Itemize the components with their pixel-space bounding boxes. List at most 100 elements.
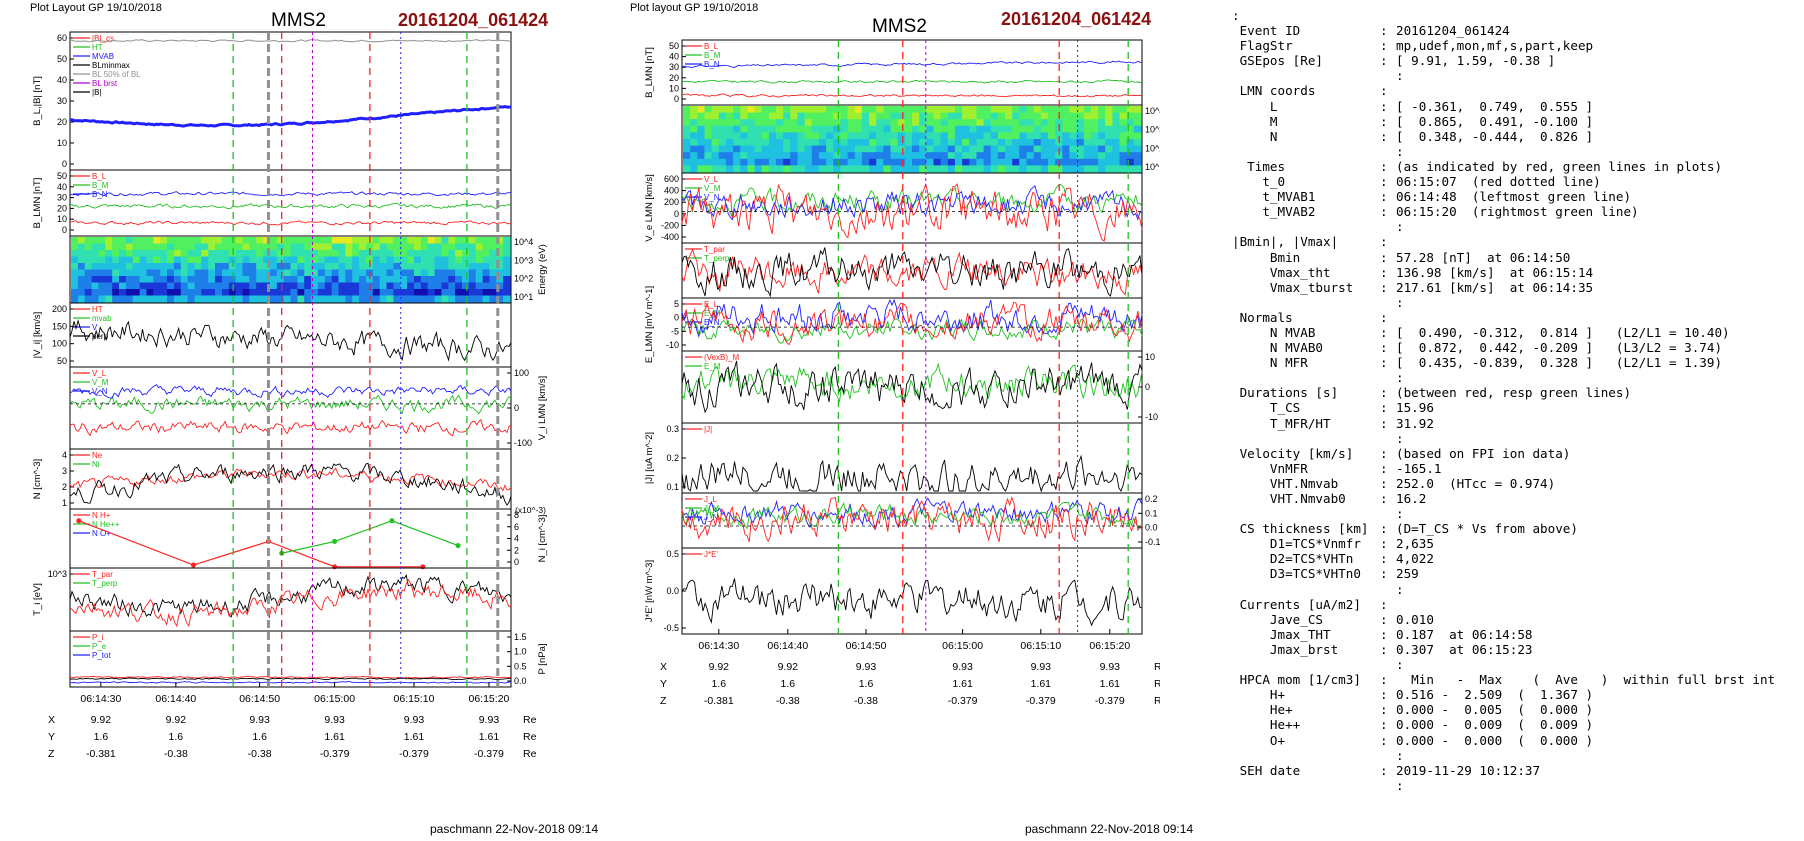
summary-line: M:[ 0.865, 0.491, -0.100 ] (1232, 114, 1802, 129)
spectrogram-cell (228, 276, 237, 284)
spectrogram-cell (427, 237, 436, 245)
spectrogram-cell (221, 237, 230, 245)
spectrogram-cell (783, 139, 791, 147)
spectrogram-cell (503, 243, 511, 251)
spectrogram-cell (448, 289, 456, 297)
summary-value: : (1396, 219, 1404, 235)
spectrogram-cell (304, 263, 312, 271)
spectrogram-cell (811, 139, 820, 147)
spectrogram-cell (1105, 106, 1113, 114)
spectrogram-cell (180, 243, 189, 251)
spectrogram-cell (768, 106, 777, 114)
spectrogram-cell (711, 139, 720, 147)
spectrogram-cell (776, 119, 784, 127)
spectrogram-cell (883, 139, 892, 147)
spectrogram-cell (331, 289, 340, 297)
spectrogram-cell (833, 139, 842, 147)
summary-line: Vmax_tht:136.98 [km/s] at 06:15:14 (1232, 265, 1802, 280)
legend-entry: BL brst (92, 79, 118, 88)
spectrogram-cell (1112, 125, 1121, 133)
spectrogram-cell (345, 282, 353, 290)
data-series (681, 362, 1143, 404)
position-value: 9.93 (952, 661, 973, 673)
y-axis-label: P [nPa] (537, 644, 548, 675)
data-series (681, 182, 1143, 242)
spectrogram-cell (221, 263, 230, 271)
spectrogram-cell (897, 165, 906, 173)
position-value: 9.93 (1031, 661, 1052, 673)
spectrogram-cell (1076, 132, 1085, 140)
summary-line: He++:0.000 - 0.009 ( 0.009 ) (1232, 717, 1802, 732)
spectrogram-cell (139, 282, 148, 290)
spectrogram-cell (768, 152, 777, 160)
legend-entry: mvab (92, 314, 112, 323)
spectrogram-cell (804, 125, 813, 133)
spectrogram-cell (912, 119, 920, 127)
position-value: -0.381 (86, 748, 116, 760)
spectrogram-cell (386, 269, 394, 277)
spectrogram-cell (311, 295, 319, 303)
spectrogram-cell (833, 132, 842, 140)
spectrogram-cell (1062, 119, 1071, 127)
spectrogram-cell (1126, 158, 1135, 166)
spectrogram-cell (372, 237, 381, 245)
summary-key: Times (1232, 158, 1286, 174)
spectrogram-cell (904, 112, 913, 120)
spectrogram-cell (91, 250, 100, 258)
spectrogram-cell (1040, 139, 1049, 147)
summary-key (1232, 295, 1380, 310)
y-axis-label: B_LMN [nT] (644, 47, 655, 98)
spectrogram-cell (71, 256, 79, 264)
spectrogram-cell (711, 158, 720, 166)
spectrogram-cell (317, 269, 326, 277)
summary-key (1232, 431, 1380, 446)
spectrogram-cell (276, 250, 285, 258)
panel-frame (69, 630, 512, 688)
legend-entry: T_par (92, 570, 113, 579)
summary-key: SEH date (1232, 762, 1301, 778)
legend-entry: B_M (704, 51, 721, 60)
spectrogram-cell (448, 263, 456, 271)
spectrogram-cell (876, 125, 884, 133)
spectrogram-cell (997, 112, 1006, 120)
summary-line: : (1232, 219, 1802, 234)
spectrogram-cell (338, 250, 346, 258)
spectrogram-cell (132, 282, 141, 290)
spectrogram-cell (208, 289, 216, 297)
spectrogram-cell (933, 139, 942, 147)
spectrogram-cell (194, 289, 202, 297)
spectrogram-cell (1126, 152, 1135, 160)
spectrogram-cell (768, 132, 777, 140)
spectrogram-cell (77, 263, 86, 271)
spectrogram-cell (160, 256, 168, 264)
spectrogram-cell (754, 139, 763, 147)
spectrogram-cell (1098, 145, 1106, 153)
spectrogram-cell (276, 263, 285, 271)
spectrogram-cell (904, 158, 913, 166)
spectrogram-cell (990, 112, 999, 120)
spectrogram-cell (462, 289, 470, 297)
spectrogram-cell (372, 276, 381, 284)
spectrogram-cell (740, 106, 749, 114)
spectrogram-cell (475, 256, 484, 264)
spectrogram-cell (201, 256, 209, 264)
summary-value: 15.96 (1396, 400, 1434, 416)
spectrogram-cell (359, 256, 367, 264)
spectrogram-cell (790, 132, 799, 140)
spectrogram-cell (1090, 125, 1099, 133)
spectrogram-cell (125, 263, 134, 271)
y-tick-label: 10^3 (1145, 125, 1160, 135)
position-row-label: X (48, 714, 55, 726)
spectrogram-cell (783, 125, 791, 133)
spectrogram-cell (683, 119, 691, 127)
spectrogram-cell (434, 256, 442, 264)
spectrogram-cell (926, 132, 935, 140)
spectrogram-cell (1005, 145, 1013, 153)
spectrogram-cell (783, 152, 791, 160)
spectrogram-cell (427, 263, 436, 271)
summary-sep: : (1380, 566, 1388, 582)
spectrogram-cell (139, 237, 148, 245)
spectrogram-cell (740, 132, 749, 140)
spectrogram-cell (926, 139, 935, 147)
spectrogram-cell (180, 269, 189, 277)
